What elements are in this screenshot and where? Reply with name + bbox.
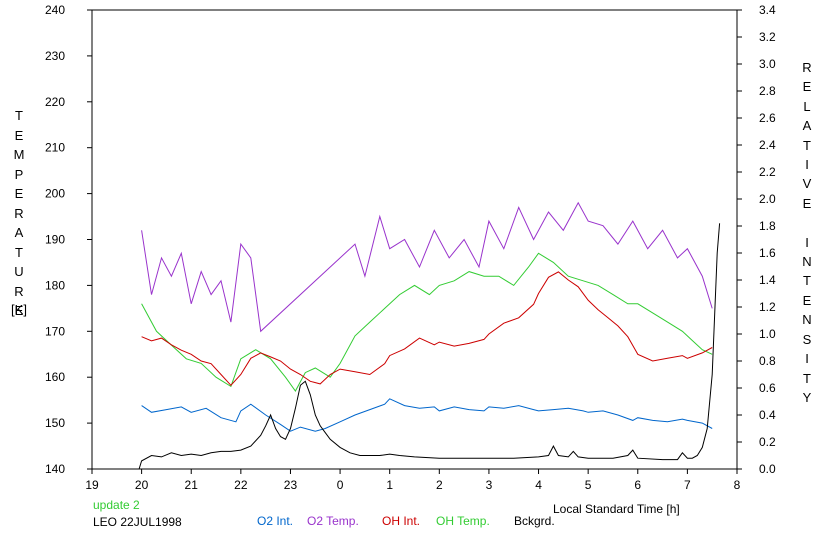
left-tick-label: 190 [45,233,65,247]
x-tick-label: 8 [734,478,741,492]
right-tick-label: 2.8 [759,84,776,98]
series-layer [138,201,721,470]
right-tick-label: 2.4 [759,138,776,152]
left-tick-label: 240 [45,3,65,17]
x-tick-label: 19 [85,478,99,492]
right-tick-label: 1.8 [759,219,776,233]
x-tick-label: 23 [284,478,298,492]
right-tick-label: 2.0 [759,192,776,206]
right-tick-label: 1.0 [759,327,776,341]
right-tick-label: 0.8 [759,354,776,368]
left-tick-label: 220 [45,95,65,109]
station-date-text: LEO 22JUL1998 [93,515,182,529]
x-axis-label: Local Standard Time [h] [553,502,680,516]
right-tick-label: 3.0 [759,57,776,71]
right-tick-label: 1.2 [759,300,776,314]
left-tick-label: 180 [45,278,65,292]
x-tick-label: 1 [386,478,393,492]
legend-item-oh-temp: OH Temp. [436,514,490,528]
legend-item-oh-int: OH Int. [382,514,420,528]
left-tick-label: 230 [45,49,65,63]
series-line-bckgrd [138,223,721,470]
right-tick-label: 2.6 [759,111,776,125]
plot-frame [91,9,738,470]
x-tick-label: 3 [486,478,493,492]
right-tick-label: 1.4 [759,273,776,287]
x-axis-ticks: 19 20 21 22 23 0 1 2 3 4 5 6 7 8 [85,469,741,492]
legend-item-o2-temp: O2 Temp. [307,514,359,528]
right-tick-label: 1.6 [759,246,776,260]
left-tick-label: 150 [45,416,65,430]
left-tick-label: 160 [45,370,65,384]
x-tick-label: 7 [684,478,691,492]
right-tick-label: 3.4 [759,3,776,17]
x-tick-label: 4 [535,478,542,492]
x-tick-label: 21 [185,478,199,492]
series-line-o2-temp [141,201,713,333]
series-line-oh-int [141,271,713,387]
right-tick-label: 3.2 [759,30,776,44]
right-axis-ticks: 0.0 0.2 0.4 0.6 0.8 1.0 1.2 1.4 1.6 1.8 2.0 2.2 2.4 2… [737,3,776,476]
series-line-oh-temp [141,252,713,392]
left-axis-ticks: 140 150 160 170 180 190 200 210 220 230 240 [45,3,92,476]
x-tick-label: 6 [634,478,641,492]
legend-item-bckgrd: Bckgrd. [514,514,555,528]
left-axis-unit: [K] [11,302,27,317]
x-tick-label: 20 [135,478,149,492]
x-tick-label: 0 [337,478,344,492]
right-tick-label: 0.6 [759,381,776,395]
right-tick-label: 0.0 [759,462,776,476]
left-tick-label: 210 [45,141,65,155]
right-tick-label: 2.2 [759,165,776,179]
right-tick-label: 0.4 [759,408,776,422]
update-text: update 2 [93,498,140,512]
left-tick-label: 170 [45,324,65,338]
left-tick-label: 200 [45,187,65,201]
legend: O2 Int. O2 Temp. OH Int. OH Temp. Bckgrd. [257,514,555,528]
x-tick-label: 2 [436,478,443,492]
axes [91,9,738,470]
series-line-o2-int [141,398,713,432]
legend-item-o2-int: O2 Int. [257,514,293,528]
x-tick-label: 5 [585,478,592,492]
x-tick-label: 22 [234,478,248,492]
left-tick-label: 140 [45,462,65,476]
right-tick-label: 0.2 [759,435,776,449]
